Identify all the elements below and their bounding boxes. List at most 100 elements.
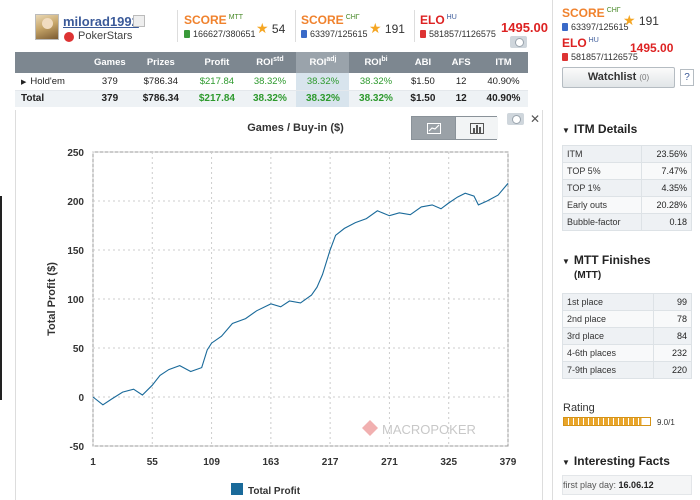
x-tick-label: 379 [500, 457, 517, 468]
itm-value: 0.18 [641, 213, 692, 231]
itm-key: Early outs [561, 196, 643, 214]
expand-triangle-icon[interactable]: ▶ [21, 78, 27, 86]
list-item: 1st place 99 [561, 293, 692, 311]
x-tick-label: 55 [147, 457, 159, 468]
col-header-roi-std[interactable]: ROIstd [243, 52, 297, 73]
collapse-triangle-icon[interactable]: ▼ [562, 458, 570, 467]
col-header[interactable]: Profit [190, 52, 244, 73]
plot-area [92, 151, 509, 447]
ribbon-icon [562, 23, 568, 31]
first-play-day: first play day: 16.06.12 [563, 480, 654, 490]
table-row[interactable]: ▶ Hold'em 379 $786.34 $217.84 38.32% 38.3… [15, 73, 528, 91]
sidebar-elo-label: ELO [562, 36, 587, 50]
sidebar-score-sng[interactable]: SCORE СНГ 63397/125615 [562, 6, 629, 32]
mtt-key: 4-6th places [561, 344, 655, 362]
col-header-roi-bi[interactable]: ROIbi [349, 52, 403, 73]
mtt-value: 99 [653, 293, 692, 311]
camera-icon[interactable] [507, 113, 524, 125]
watchlist-label: Watchlist [587, 71, 637, 83]
itm-value: 23.56% [641, 145, 692, 163]
cell-itm: 40.90% [478, 73, 528, 91]
cell-roi-std: 38.32% [243, 73, 297, 91]
itm-key: Bubble-factor [561, 213, 643, 231]
elo-tag: HU [446, 14, 457, 21]
score-mtt-stars-value: 54 [271, 22, 286, 36]
score-sng-stars: ★ 191 [369, 20, 405, 37]
elo-rank: 581857/1126575 [429, 29, 496, 39]
help-icon[interactable]: ? [680, 69, 694, 86]
y-tick-label: 0 [78, 393, 84, 404]
col-header[interactable]: Prizes [131, 52, 191, 73]
cell-games: 379 [88, 73, 132, 91]
bar-chart-icon[interactable] [455, 117, 498, 139]
ribbon-icon [184, 30, 190, 38]
close-icon[interactable]: ✕ [530, 112, 541, 126]
itm-key: TOP 1% [561, 179, 643, 197]
score-mtt-stars: ★ 54 [256, 20, 285, 37]
cell-prizes: $786.34 [131, 73, 191, 91]
mtt-finishes-title[interactable]: ▼ MTT Finishes [562, 253, 651, 267]
cell-roi-adj: 38.32% [296, 90, 350, 107]
x-tick-label: 163 [263, 457, 280, 468]
mtt-value: 78 [653, 310, 692, 328]
list-item: Bubble-factor 0.18 [561, 213, 692, 231]
chart-panel [15, 110, 543, 500]
col-header[interactable]: ITM [478, 52, 528, 73]
score-mtt-rank: 166627/380651 [193, 29, 256, 39]
room-name: PokerStars [78, 30, 133, 42]
list-item: TOP 1% 4.35% [561, 179, 692, 197]
list-item: TOP 5% 7.47% [561, 162, 692, 180]
score-sng-label: SCORE [301, 13, 344, 27]
collapse-triangle-icon[interactable]: ▼ [562, 126, 570, 135]
username-link[interactable]: milorad1992 [63, 14, 139, 29]
score-mtt-label: SCORE [184, 13, 227, 27]
cell-abi: $1.50 [402, 73, 444, 91]
mtt-value: 232 [653, 344, 692, 362]
rating-label: Rating [563, 402, 595, 414]
cell-abi: $1.50 [402, 90, 444, 107]
sidebar-elo-tag: HU [588, 37, 599, 44]
col-header[interactable]: Games [88, 52, 132, 73]
col-header-roi-adj[interactable]: ROIadj [296, 52, 350, 73]
col-header[interactable]: AFS [443, 52, 479, 73]
itm-key: TOP 5% [561, 162, 643, 180]
x-tick-label: 271 [381, 457, 398, 468]
star-icon: ★ [256, 20, 269, 36]
camera-icon[interactable] [510, 36, 527, 48]
ribbon-icon [420, 30, 426, 38]
x-tick-label: 217 [322, 457, 339, 468]
collapse-triangle-icon[interactable]: ▼ [562, 257, 570, 266]
ribbon-icon [301, 30, 307, 38]
cell-afs: 12 [443, 90, 479, 107]
sidebar-elo-rank: 581857/1126575 [571, 52, 638, 62]
score-sng[interactable]: SCORE СНГ 63397/125615 [301, 13, 368, 39]
col-header[interactable]: ABI [402, 52, 444, 73]
elo-block[interactable]: ELO HU 581857/1126575 [420, 13, 496, 39]
watchlist-button[interactable]: Watchlist (0) [562, 67, 675, 88]
y-tick-label: 250 [67, 148, 84, 159]
watermark: MACROPOKER [382, 422, 476, 437]
line-chart-icon[interactable] [412, 117, 455, 139]
cell-roi-bi: 38.32% [349, 73, 403, 91]
stats-header-row: Games Prizes Profit ROIstd ROIadj ROIbi … [15, 52, 528, 73]
sidebar-score-label: SCORE [562, 6, 605, 20]
cell-profit: $217.84 [190, 90, 244, 107]
row-label: Total [15, 90, 89, 107]
itm-details-title[interactable]: ▼ ITM Details [562, 122, 638, 136]
avatar[interactable] [35, 14, 59, 40]
sidebar-elo[interactable]: ELO HU 581857/1126575 [562, 36, 638, 62]
rating-value: 9.0/1 [657, 418, 675, 427]
cell-itm: 40.90% [478, 90, 528, 107]
list-item: ITM 23.56% [561, 145, 692, 163]
cell-games: 379 [88, 90, 132, 107]
watchlist-count: (0) [639, 73, 650, 82]
score-sng-tag: СНГ [345, 14, 360, 21]
score-mtt[interactable]: SCORE MTT 166627/380651 [184, 13, 256, 39]
y-tick-label: 200 [67, 197, 84, 208]
chart-type-toggle[interactable] [411, 116, 498, 140]
row-label[interactable]: ▶ Hold'em [15, 73, 89, 91]
col-header [15, 52, 89, 73]
series-line-total-profit [92, 183, 509, 406]
stats-table: Games Prizes Profit ROIstd ROIadj ROIbi … [15, 52, 528, 107]
interesting-facts-title[interactable]: ▼ Interesting Facts [562, 454, 670, 468]
